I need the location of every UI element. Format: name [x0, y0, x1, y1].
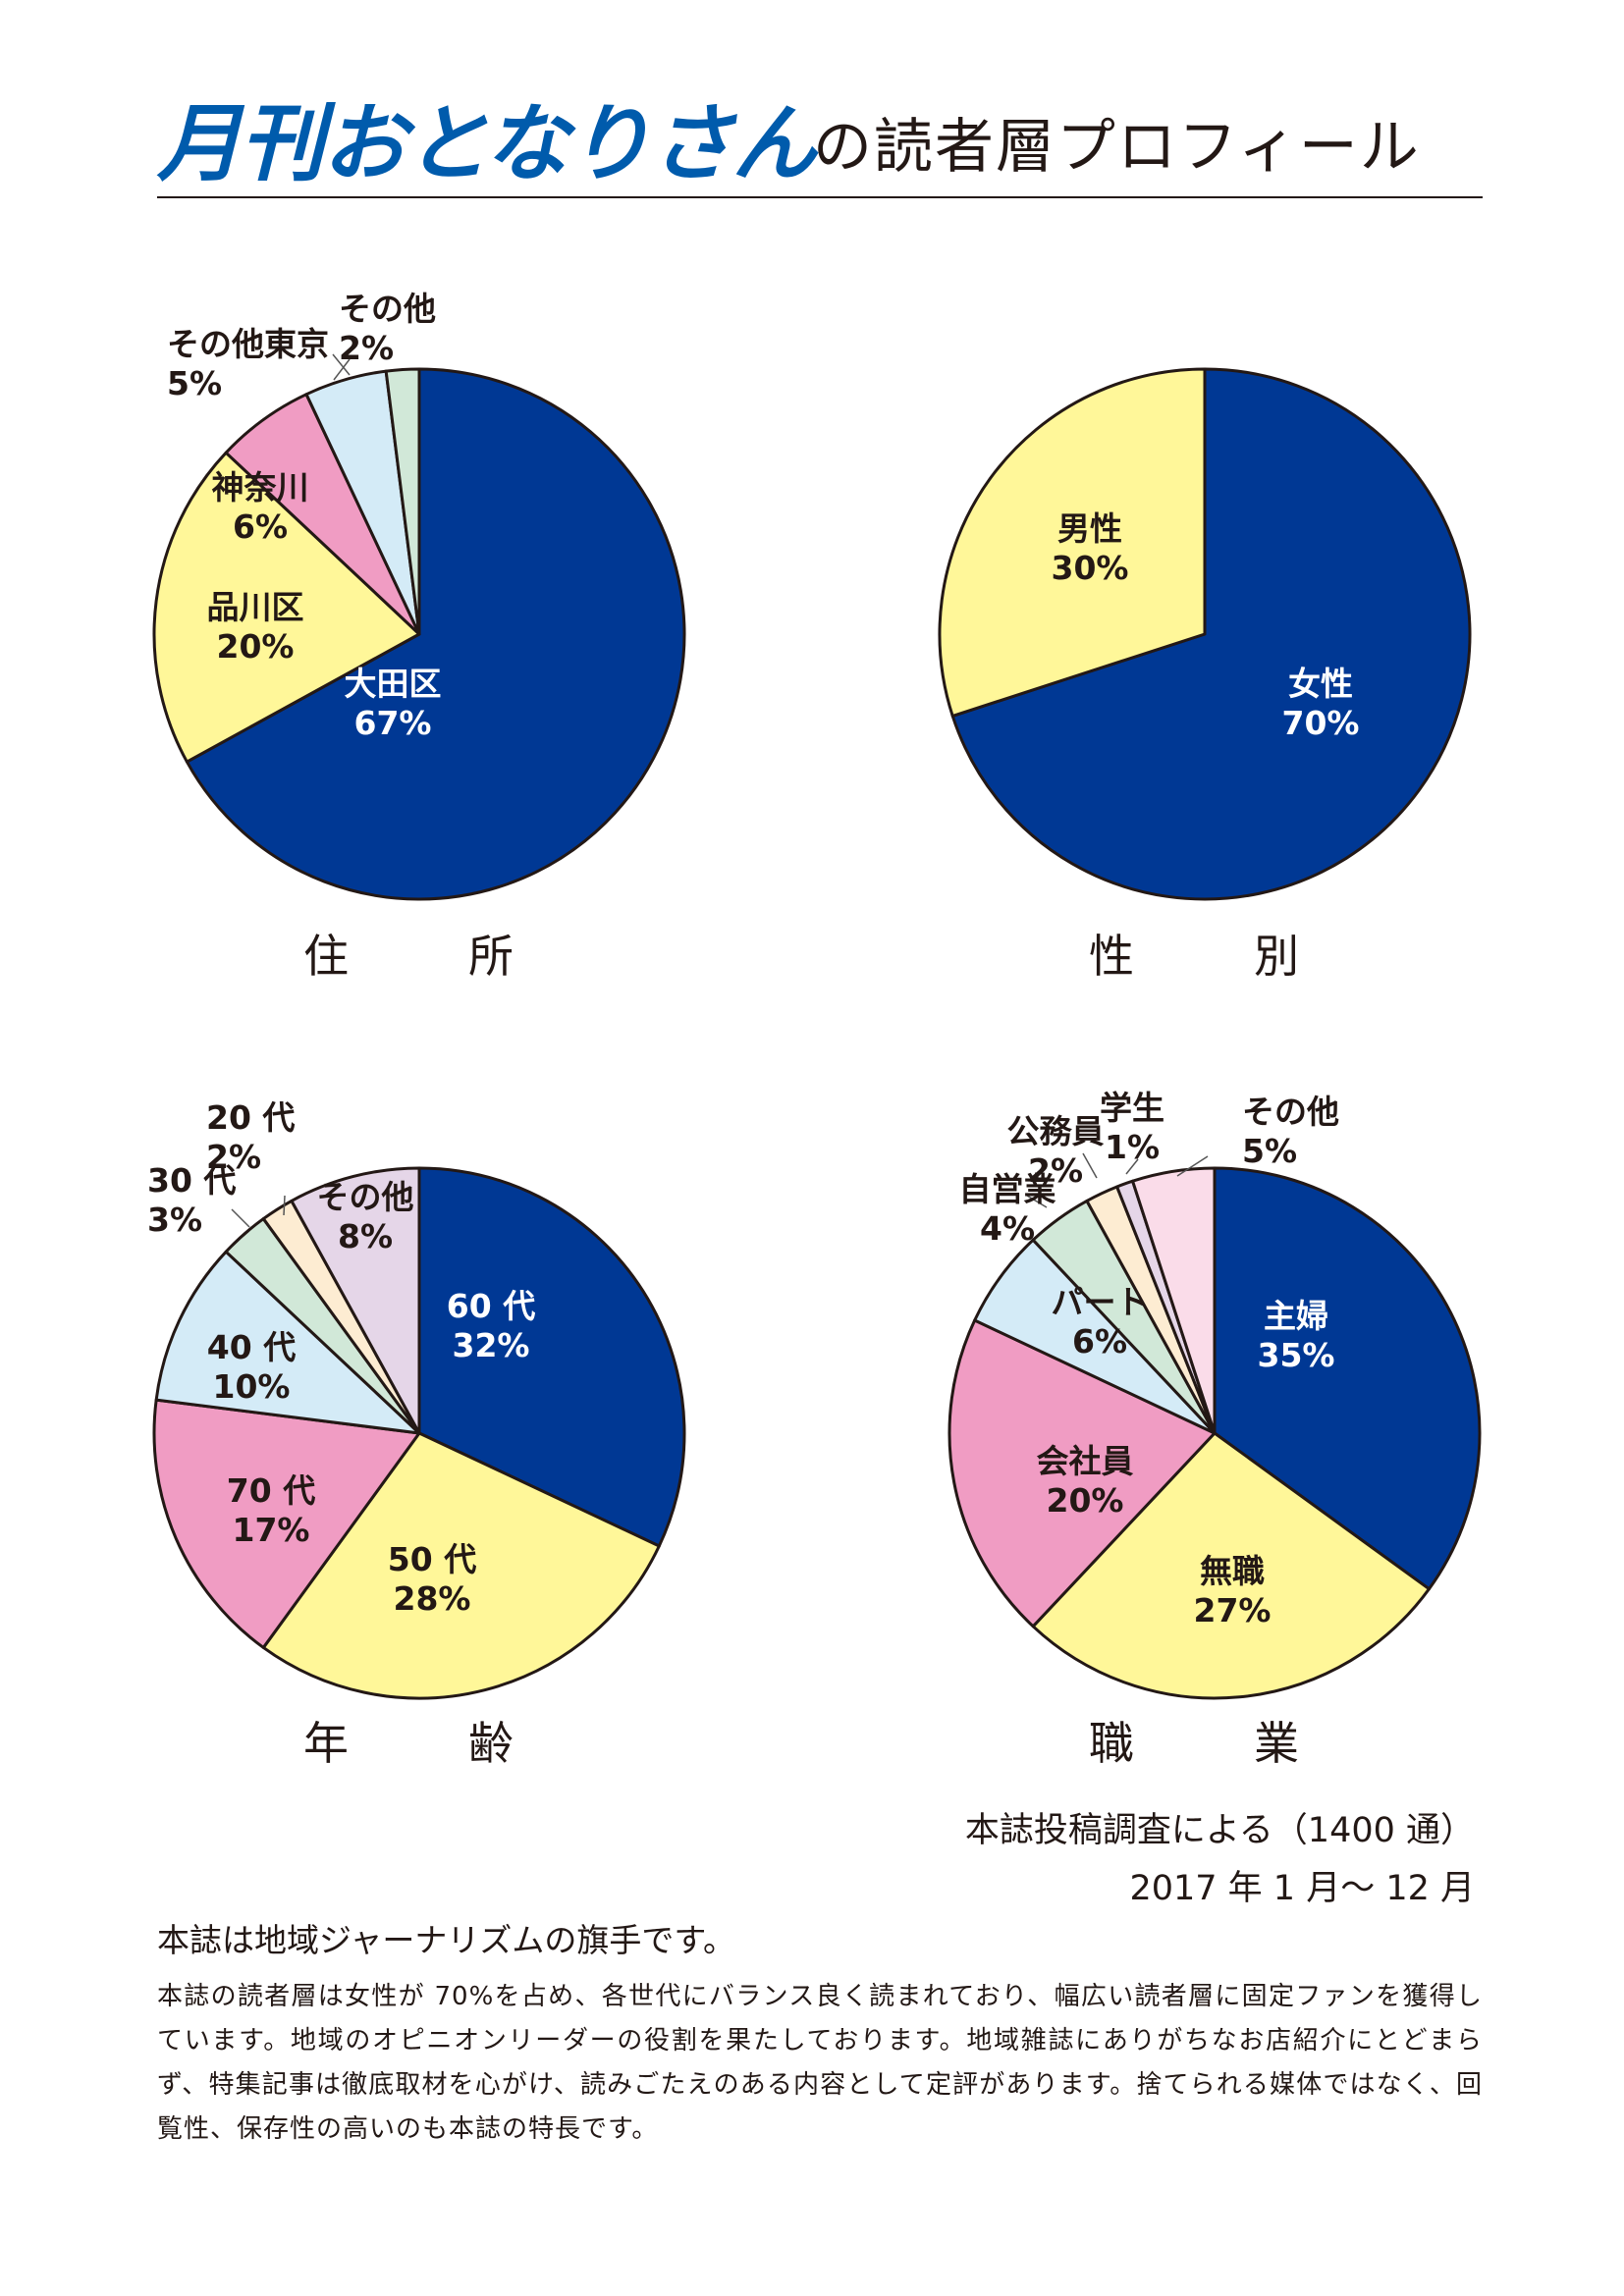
gender-label-女性: 女性: [1288, 665, 1353, 703]
occupation-value-主婦: 35%: [1258, 1336, 1335, 1374]
age-value-40代: 10%: [213, 1367, 291, 1406]
age-slices: [152, 1166, 686, 1700]
gender-value-男性: 30%: [1052, 549, 1129, 587]
age-leader-30代: [231, 1208, 250, 1228]
residence-label-神奈川: 神奈川: [212, 468, 309, 507]
occupation-leader-公務員: [1082, 1152, 1098, 1179]
residence-chart-title: 住 所: [303, 930, 551, 983]
occupation-leader-その他: [1176, 1155, 1209, 1177]
residence-leader-その他東京: [332, 353, 351, 376]
gender-chart-title: 性 別: [1089, 930, 1336, 983]
occupation-value-学生: 1%: [1105, 1128, 1160, 1166]
gender-label-男性: 男性: [1057, 509, 1122, 548]
age-value-60代: 32%: [453, 1326, 530, 1364]
age-label-70代: 70 代: [227, 1471, 315, 1510]
occupation-value-自営業: 4%: [980, 1209, 1035, 1248]
occupation-slices: [947, 1166, 1482, 1700]
age-label-その他: その他: [317, 1178, 414, 1216]
magazine-logo: 月刊おとなりさん: [157, 95, 816, 193]
age-value-50代: 28%: [394, 1579, 471, 1618]
age-labels: 60 代32% 50 代28% 70 代17% 40 代10% 30 代3% 20 代2%…: [147, 1098, 535, 1618]
occupation-slice-会社員: [947, 1318, 1217, 1629]
occupation-slice-無職: [1031, 1431, 1431, 1700]
residence-slices: [152, 367, 686, 901]
occupation-value-パート: 6%: [1072, 1322, 1127, 1361]
body-paragraph: 本誌の読者層は女性が 70%を占め、各世代にバランス良く読まれており、幅広い読者…: [157, 1982, 1483, 2144]
age-slice-50代: [261, 1431, 661, 1700]
occupation-label-主婦: 主婦: [1264, 1297, 1328, 1335]
page-header: 月刊おとなりさん の読者層プロフィール: [157, 90, 1483, 200]
gender-value-女性: 70%: [1282, 704, 1360, 742]
occupation-slice-その他: [1131, 1166, 1217, 1435]
age-value-30代: 3%: [147, 1201, 202, 1239]
survey-source: 本誌投稿調査による（1400 通）: [964, 1811, 1475, 1850]
age-chart-title: 年 齢: [303, 1717, 551, 1770]
age-slice-70代: [152, 1398, 421, 1649]
residence-value-その他: 2%: [339, 329, 394, 367]
residence-value-大田区: 67%: [354, 704, 432, 742]
age-slice-60代: [417, 1166, 686, 1548]
age-label-50代: 50 代: [388, 1540, 476, 1578]
occupation-label-無職: 無職: [1200, 1552, 1265, 1590]
residence-label-その他: その他: [339, 290, 436, 328]
occupation-label-パート: パート: [1052, 1283, 1149, 1321]
age-label-30代: 30 代: [147, 1161, 236, 1200]
occupation-value-その他: 5%: [1242, 1132, 1297, 1170]
occupation-label-学生: 学生: [1100, 1089, 1164, 1127]
age-slice-その他: [290, 1166, 421, 1435]
residence-value-神奈川: 6%: [233, 507, 288, 546]
occupation-slice-主婦: [1213, 1166, 1482, 1591]
age-value-その他: 8%: [338, 1217, 393, 1255]
residence-value-品川区: 20%: [217, 627, 295, 666]
gender-slice-女性: [950, 367, 1472, 901]
survey-period: 2017 年 1 月～ 12 月: [1129, 1869, 1475, 1908]
occupation-label-その他: その他: [1242, 1093, 1339, 1131]
residence-label-品川区: 品川区: [207, 588, 304, 626]
residence-slice-その他: [384, 367, 421, 636]
body-heading: 本誌は地域ジャーナリズムの旗手です。: [157, 1921, 736, 1959]
residence-label-大田区: 大田区: [345, 665, 442, 703]
gender-slice-男性: [938, 367, 1207, 718]
age-slice-40代: [154, 1250, 421, 1435]
occupation-value-会社員: 20%: [1047, 1481, 1124, 1520]
residence-leader-その他: [333, 358, 351, 381]
age-label-40代: 40 代: [207, 1328, 296, 1366]
residence-slice-品川区: [152, 451, 421, 764]
occupation-chart-title: 職 業: [1089, 1717, 1336, 1770]
age-label-60代: 60 代: [447, 1287, 535, 1325]
residence-slice-大田区: [185, 367, 686, 901]
age-label-20代: 20 代: [206, 1098, 295, 1137]
occupation-label-自営業: 自営業: [959, 1170, 1056, 1208]
header-divider: [157, 196, 1483, 198]
residence-value-その他東京: 5%: [167, 364, 222, 402]
residence-label-その他東京: その他東京: [167, 325, 329, 363]
occupation-value-公務員: 2%: [1028, 1151, 1083, 1190]
page-title: の読者層プロフィール: [813, 113, 1421, 182]
gender-slices: [938, 367, 1472, 901]
age-leader-20代: [283, 1195, 286, 1216]
occupation-label-公務員: 公務員: [1007, 1112, 1105, 1150]
occupation-leader-自営業: [1026, 1195, 1048, 1208]
occupation-value-無職: 27%: [1194, 1591, 1272, 1629]
occupation-leader-学生: [1125, 1158, 1139, 1175]
age-value-20代: 2%: [206, 1138, 261, 1176]
age-pie-chart: 60 代32% 50 代28% 70 代17% 40 代10% 30 代3% 20 代2%…: [147, 1098, 686, 1700]
age-value-70代: 17%: [233, 1511, 310, 1549]
occupation-label-会社員: 会社員: [1037, 1442, 1134, 1480]
